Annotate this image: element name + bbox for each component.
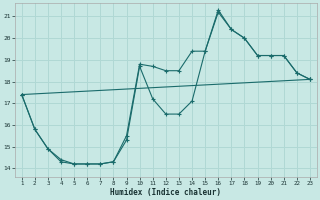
X-axis label: Humidex (Indice chaleur): Humidex (Indice chaleur) (110, 188, 221, 197)
